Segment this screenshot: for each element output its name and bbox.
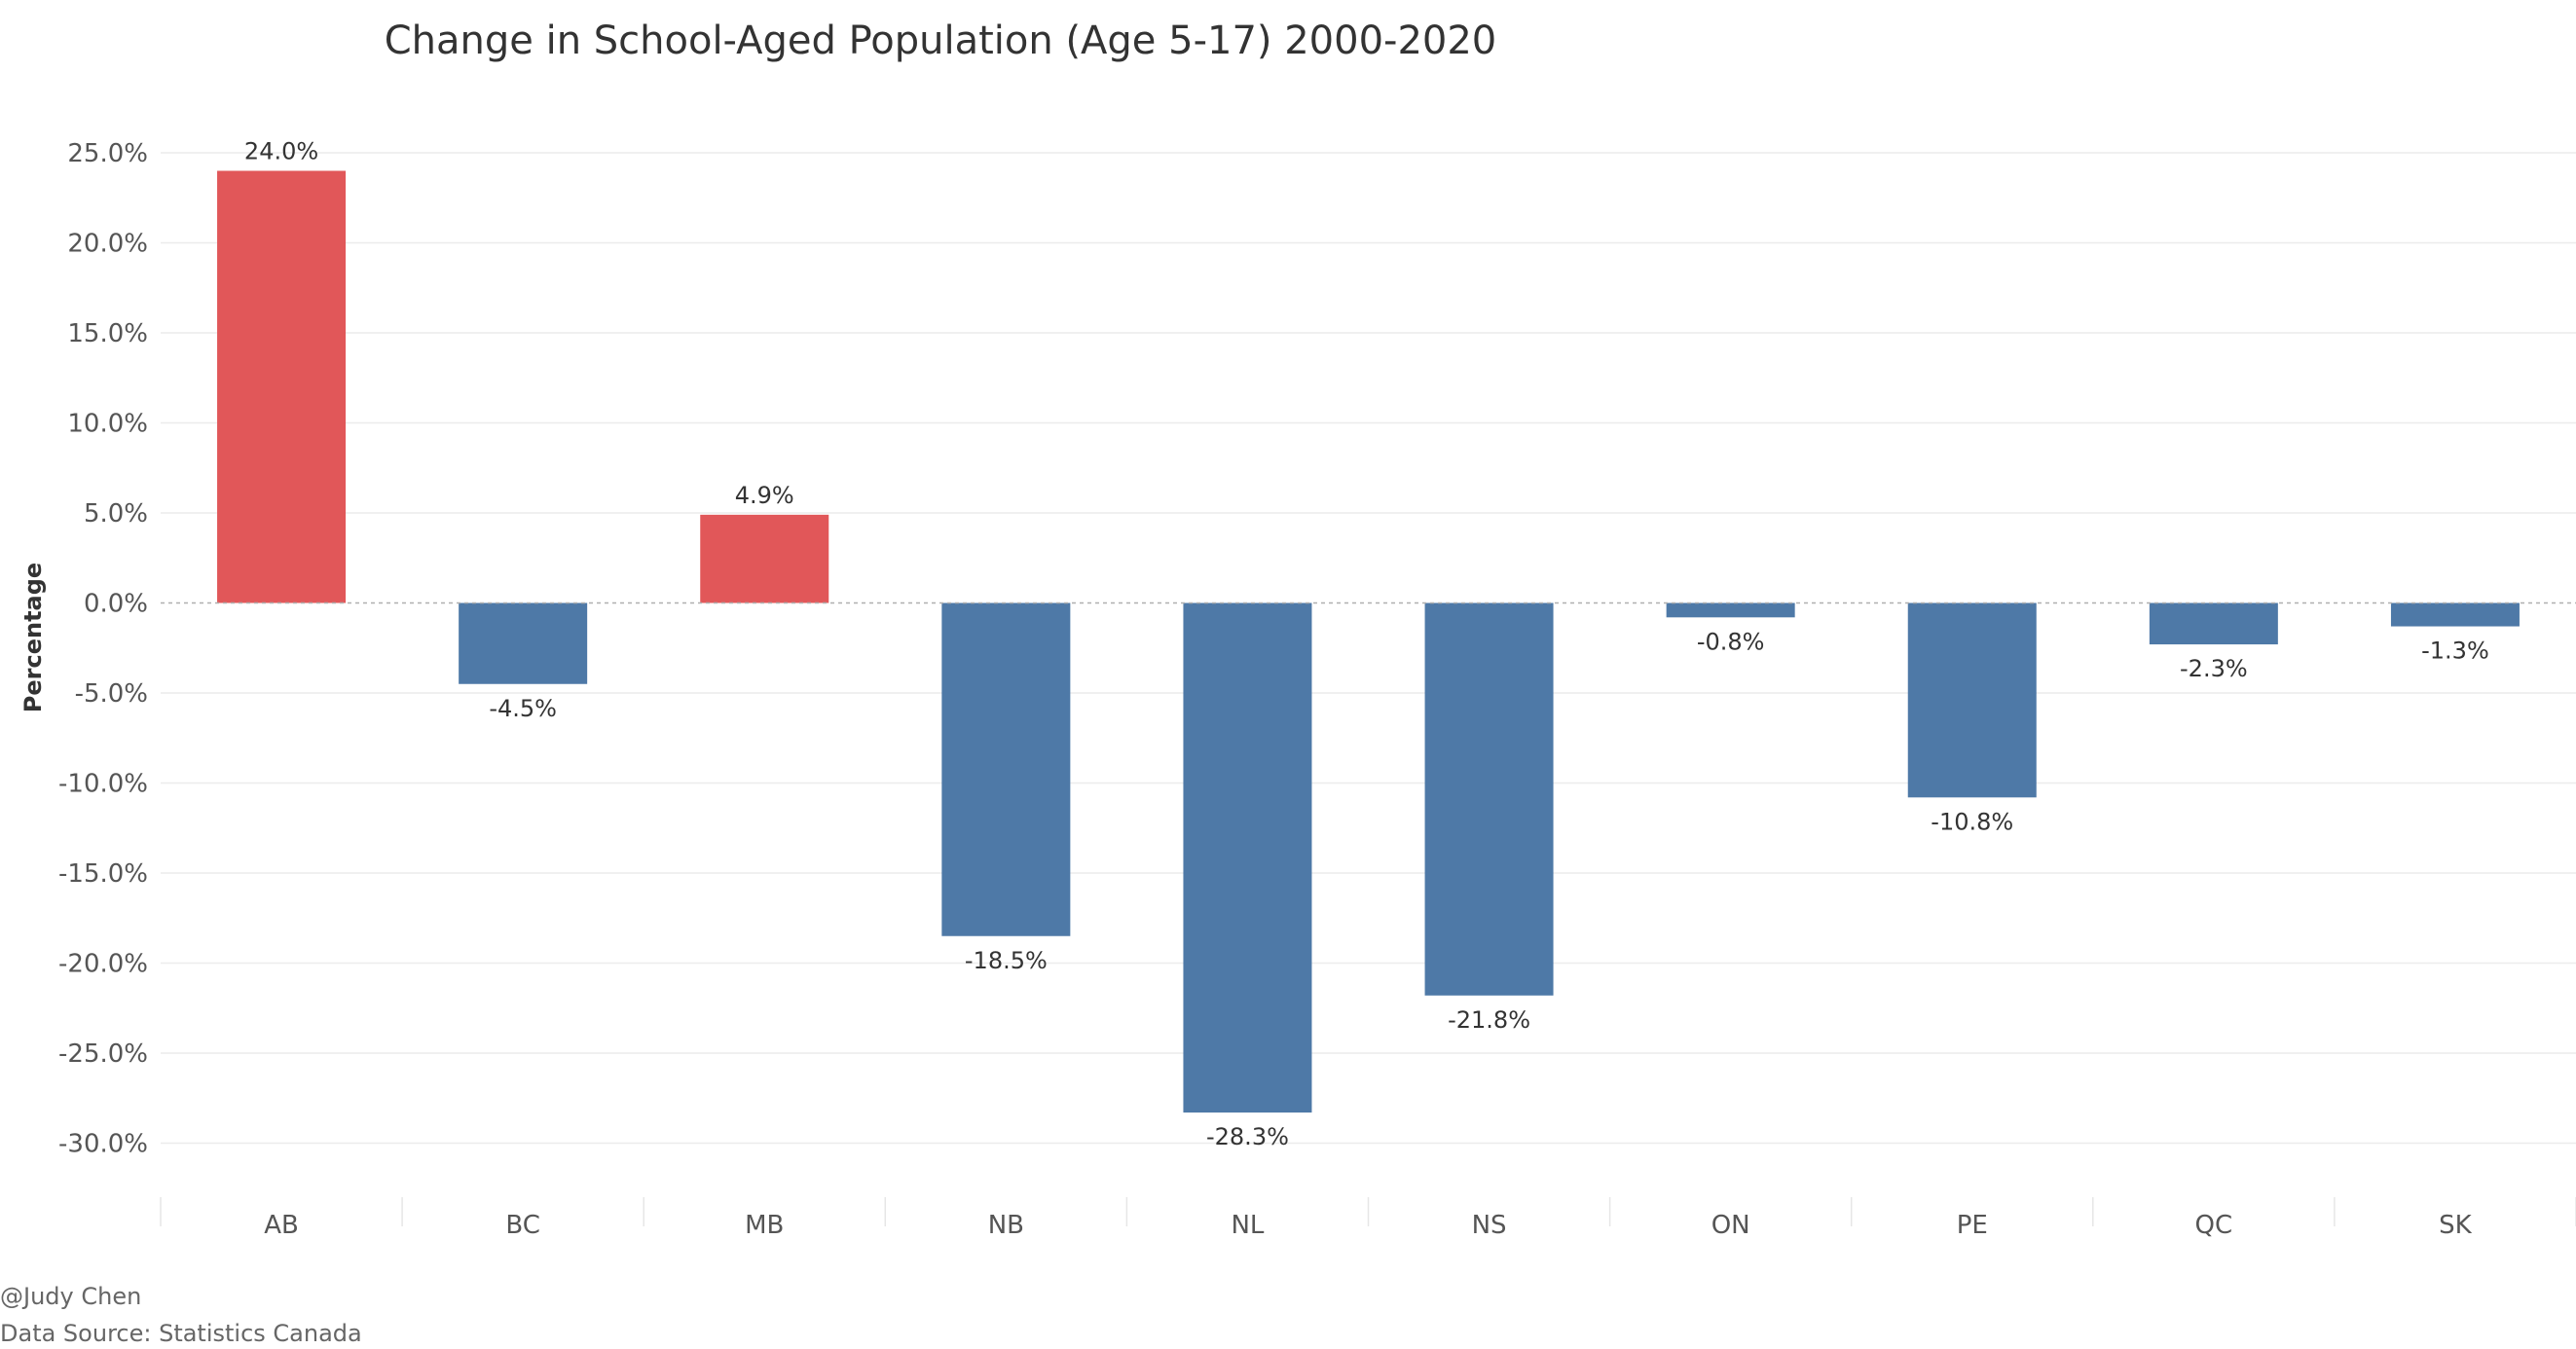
category-label-on: ON [1711, 1211, 1750, 1240]
data-label-nl: -28.3% [1206, 1123, 1289, 1150]
y-tick-label: 0.0% [84, 590, 148, 619]
category-label-pe: PE [1957, 1211, 1988, 1240]
y-tick-label: -5.0% [75, 679, 148, 709]
bar-ns [1424, 602, 1554, 996]
data-label-ab: 24.0% [244, 138, 318, 165]
bar-bc [459, 602, 588, 684]
y-tick-label: -15.0% [58, 859, 148, 889]
category-label-bc: BC [505, 1211, 540, 1240]
y-axis-ticks: 25.0% 20.0% 15.0% 10.0% 5.0% 0.0% -5.0% -10.0% -… [58, 139, 148, 1159]
y-tick-label: 20.0% [67, 230, 148, 259]
bar-nl [1183, 602, 1312, 1113]
category-label-ns: NS [1472, 1211, 1507, 1240]
data-labels: 24.0% -4.5% 4.9% -18.5% -28.3% -21.8% -0.8% -10… [244, 138, 2489, 1151]
data-label-qc: -2.3% [2180, 655, 2248, 682]
category-label-ab: AB [264, 1211, 299, 1240]
y-tick-label: -25.0% [58, 1039, 148, 1069]
chart-title: Change in School-Aged Population (Age 5-… [385, 18, 1497, 63]
data-label-pe: -10.8% [1931, 808, 2013, 835]
bar-qc [2149, 602, 2278, 645]
y-tick-label: -30.0% [58, 1130, 148, 1159]
data-label-bc: -4.5% [489, 695, 557, 722]
data-label-sk: -1.3% [2421, 638, 2489, 665]
y-tick-label: 15.0% [67, 319, 148, 348]
data-label-ns: -21.8% [1448, 1006, 1530, 1034]
data-label-mb: 4.9% [735, 482, 794, 509]
y-tick-label: 5.0% [84, 499, 148, 529]
data-label-nb: -18.5% [965, 947, 1048, 974]
bars [217, 170, 2520, 1113]
footer-source: Data Source: Statistics Canada [0, 1320, 362, 1347]
category-label-nb: NB [988, 1211, 1024, 1240]
bar-ab [217, 170, 347, 603]
bar-mb [700, 514, 829, 603]
category-label-qc: QC [2195, 1211, 2233, 1240]
x-axis-categories: AB BC MB NB NL NS ON PE QC SK [160, 1197, 2576, 1240]
bar-sk [2390, 602, 2520, 627]
y-axis-title: Percentage [19, 563, 47, 712]
y-tick-label: -10.0% [58, 770, 148, 799]
bar-pe [1907, 602, 2037, 798]
y-tick-label: 10.0% [67, 410, 148, 439]
category-label-sk: SK [2439, 1211, 2473, 1240]
data-label-on: -0.8% [1697, 628, 1765, 655]
bar-on [1666, 602, 1795, 618]
gridlines [161, 152, 2576, 1145]
bar-nb [941, 602, 1071, 936]
y-tick-label: -20.0% [58, 950, 148, 979]
category-label-nl: NL [1231, 1211, 1264, 1240]
y-tick-label: 25.0% [67, 139, 148, 168]
category-label-mb: MB [745, 1211, 784, 1240]
footer-author: @Judy Chen [0, 1283, 141, 1310]
